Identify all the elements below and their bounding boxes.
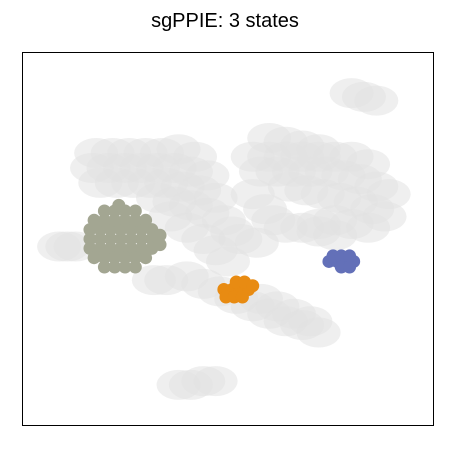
state-1-point-26 [139,213,153,227]
state-2-point-6 [235,290,249,304]
background-cell-90 [296,134,341,165]
state-1-point-36 [128,204,142,218]
state-1-point-32 [139,251,153,265]
state-1-point-24 [118,213,132,227]
state-1-point-38 [108,260,122,274]
state-1-point-40 [128,260,142,274]
chart-title: sgPPIE: 3 states [151,10,299,32]
state-3-point-6 [343,249,357,263]
background-cell-93 [354,85,399,116]
state-1-point-42 [153,228,167,242]
state-1-point-41 [112,198,126,212]
state-1-point-2 [104,232,118,246]
highlighted-states [83,198,361,304]
state-1-point-27 [87,251,101,265]
background-cells [37,78,411,400]
state-1-point-23 [108,213,122,227]
state-1-point-21 [87,213,101,227]
background-cell-99 [313,220,358,251]
state-1-point-4 [124,232,138,246]
state-1-point-0 [83,232,97,246]
background-cell-97 [193,366,238,397]
state-2-point-9 [246,279,260,293]
state-1-point-30 [118,251,132,265]
state-1-point-3 [114,232,128,246]
state-1-point-22 [97,213,111,227]
state-1-point-5 [134,232,148,246]
state-3-point-8 [343,260,357,274]
state-1-point-29 [108,251,122,265]
state-1-point-31 [128,251,142,265]
state-1-point-25 [128,213,142,227]
state-1-point-39 [118,260,132,274]
background-cell-51 [144,265,189,296]
state-1-point-43 [153,238,167,252]
state-1-point-33 [97,204,111,218]
state-1-point-37 [97,260,111,274]
background-cell-46 [288,306,333,337]
scatter-plot [37,78,411,400]
state-1-point-1 [93,232,107,246]
state-1-point-28 [97,251,111,265]
